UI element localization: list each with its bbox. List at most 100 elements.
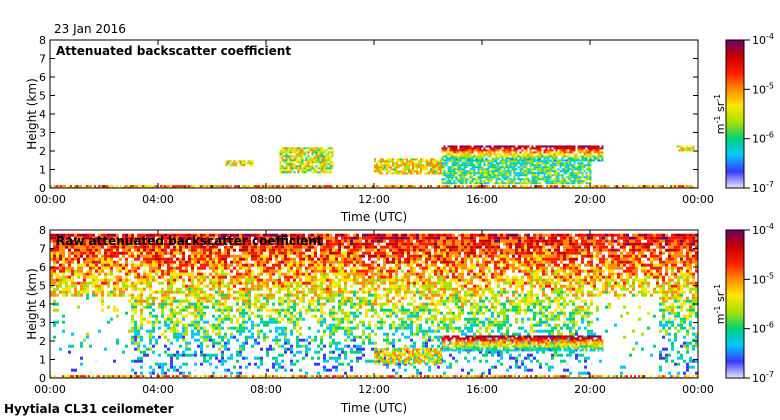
cloud-pixel bbox=[559, 162, 562, 165]
noise-pixel bbox=[164, 236, 167, 240]
noise-pixel bbox=[155, 239, 158, 243]
noise-pixel bbox=[215, 239, 218, 243]
noise-pixel bbox=[254, 260, 257, 264]
noise-pixel bbox=[224, 317, 227, 321]
noise-pixel bbox=[245, 278, 248, 282]
cloud-pixel bbox=[303, 159, 306, 162]
cloud-pixel bbox=[479, 168, 482, 171]
cloud-pixel bbox=[473, 153, 476, 156]
noise-pixel bbox=[140, 365, 143, 369]
cloud-pixel bbox=[281, 149, 284, 152]
cloud-pixel bbox=[654, 185, 656, 188]
noise-pixel bbox=[134, 341, 137, 345]
cloud-pixel bbox=[378, 185, 380, 188]
cloud-pixel bbox=[493, 149, 496, 152]
cloud-pixel bbox=[416, 172, 418, 175]
cloud-pixel bbox=[473, 172, 476, 175]
cloud-pixel bbox=[319, 155, 322, 158]
cloud-pixel bbox=[467, 170, 470, 173]
cloud-pixel bbox=[571, 182, 574, 185]
noise-pixel bbox=[335, 269, 338, 273]
noise-pixel bbox=[143, 257, 146, 261]
noise-pixel bbox=[101, 239, 104, 243]
cloud-pixel bbox=[587, 178, 590, 181]
cloud-pixel bbox=[513, 172, 516, 175]
cloud-pixel bbox=[451, 176, 454, 179]
noise-pixel bbox=[182, 332, 185, 336]
noise-pixel bbox=[341, 269, 344, 273]
noise-pixel bbox=[161, 290, 164, 294]
noise-pixel bbox=[197, 308, 200, 312]
cloud-pixel bbox=[497, 178, 500, 181]
noise-pixel bbox=[191, 266, 194, 270]
cloud-pixel bbox=[563, 164, 566, 167]
noise-pixel bbox=[317, 356, 320, 360]
noise-pixel bbox=[188, 299, 191, 303]
noise-pixel bbox=[53, 233, 56, 237]
noise-pixel bbox=[203, 284, 206, 288]
noise-pixel bbox=[230, 248, 233, 252]
noise-pixel bbox=[278, 272, 281, 276]
noise-pixel bbox=[68, 278, 71, 282]
noise-pixel bbox=[191, 275, 194, 279]
cloud-pixel bbox=[325, 159, 328, 162]
noise-pixel bbox=[155, 290, 158, 294]
noise-pixel bbox=[329, 236, 332, 240]
cloud-pixel bbox=[495, 153, 498, 156]
cloud-pixel bbox=[519, 151, 522, 154]
noise-pixel bbox=[287, 275, 290, 279]
noise-pixel bbox=[179, 269, 182, 273]
noise-pixel bbox=[203, 371, 206, 375]
cloud-pixel bbox=[457, 168, 460, 171]
cloud-pixel bbox=[497, 162, 500, 165]
cloud-pixel bbox=[327, 157, 330, 160]
cloud-pixel bbox=[290, 185, 292, 188]
noise-pixel bbox=[320, 248, 323, 252]
cloud-pixel bbox=[517, 182, 520, 185]
noise-pixel bbox=[194, 254, 197, 258]
cloud-pixel bbox=[327, 151, 330, 154]
noise-pixel bbox=[143, 242, 146, 246]
noise-pixel bbox=[86, 236, 89, 240]
noise-pixel bbox=[251, 323, 254, 327]
noise-pixel bbox=[317, 296, 320, 300]
noise-pixel bbox=[281, 359, 284, 363]
cloud-pixel bbox=[519, 182, 522, 185]
noise-pixel bbox=[245, 326, 248, 330]
noise-pixel bbox=[56, 281, 59, 285]
cloud-pixel bbox=[686, 185, 688, 188]
noise-pixel bbox=[104, 272, 107, 276]
cloud-pixel bbox=[251, 162, 254, 165]
cloud-pixel bbox=[559, 153, 562, 156]
noise-pixel bbox=[299, 278, 302, 282]
noise-pixel bbox=[326, 323, 329, 327]
noise-pixel bbox=[182, 353, 185, 357]
noise-pixel bbox=[179, 344, 182, 348]
cloud-pixel bbox=[559, 166, 562, 169]
cloud-pixel bbox=[561, 180, 564, 183]
noise-pixel bbox=[236, 329, 239, 333]
noise-pixel bbox=[179, 365, 182, 369]
cloud-pixel bbox=[331, 153, 334, 156]
noise-pixel bbox=[311, 239, 314, 243]
noise-pixel bbox=[161, 314, 164, 318]
noise-pixel bbox=[257, 332, 260, 336]
noise-pixel bbox=[125, 269, 128, 273]
cloud-pixel bbox=[441, 168, 444, 171]
cloud-pixel bbox=[303, 147, 306, 150]
cloud-pixel bbox=[441, 147, 444, 150]
cloud-pixel bbox=[551, 160, 554, 163]
noise-pixel bbox=[158, 254, 161, 258]
cloud-pixel bbox=[291, 167, 294, 170]
noise-pixel bbox=[335, 341, 338, 345]
noise-pixel bbox=[95, 284, 98, 288]
cloud-pixel bbox=[428, 162, 430, 165]
noise-pixel bbox=[131, 254, 134, 258]
noise-pixel bbox=[212, 245, 215, 249]
cloud-pixel bbox=[529, 149, 532, 152]
noise-pixel bbox=[125, 245, 128, 249]
cloud-pixel bbox=[58, 185, 60, 188]
cloud-pixel bbox=[509, 151, 512, 154]
noise-pixel bbox=[275, 362, 278, 366]
cloud-pixel bbox=[88, 185, 90, 188]
